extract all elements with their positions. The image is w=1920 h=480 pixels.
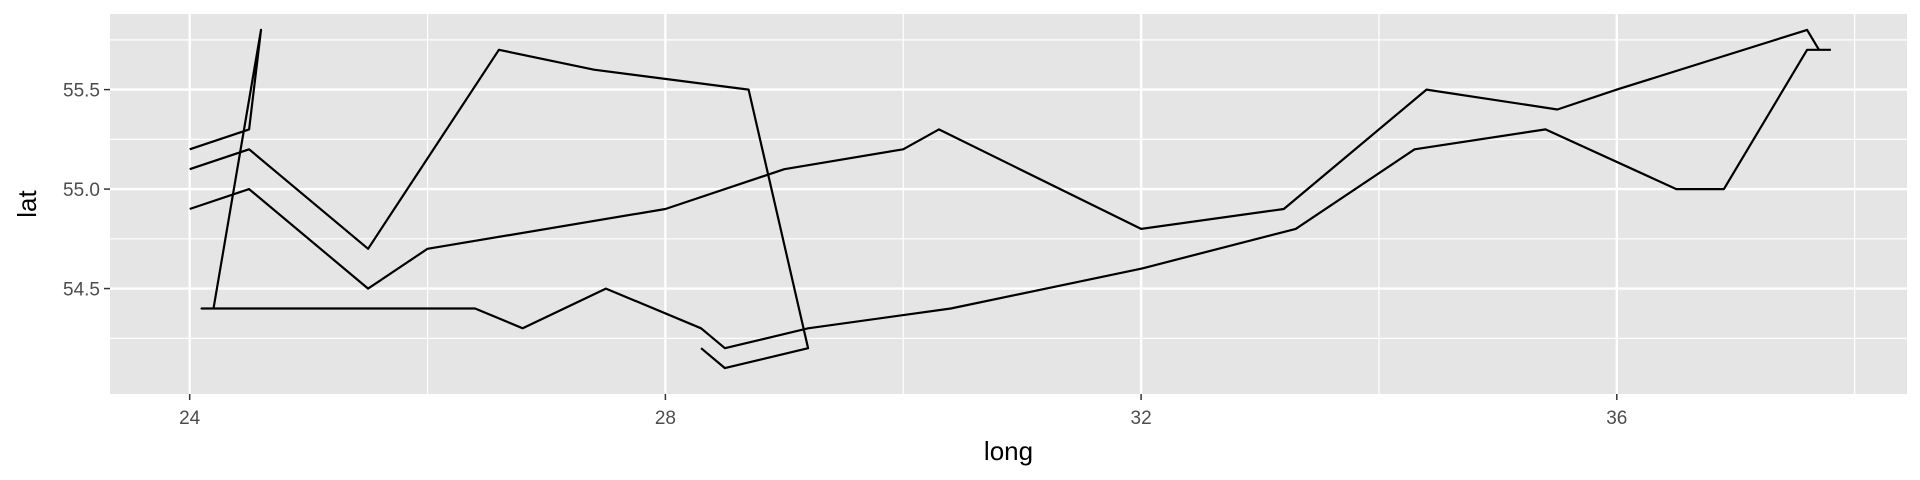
- minor-grid: [110, 14, 1907, 394]
- x-tick-label: 24: [179, 408, 201, 429]
- x-tick-label: 36: [1606, 408, 1627, 429]
- x-tick-label: 28: [655, 408, 676, 429]
- data-lines: [189, 28, 1831, 370]
- x-tick-label: 32: [1131, 408, 1152, 429]
- plot-panel: [110, 14, 1907, 394]
- series-line-1: [189, 28, 1831, 350]
- x-axis-ticks: 24 28 32 36: [179, 394, 1627, 429]
- series-line-2: [189, 48, 810, 370]
- y-tick-label: 54.5: [63, 280, 100, 301]
- y-axis-title: lat: [12, 189, 42, 217]
- series-line-3: [189, 28, 1820, 290]
- major-grid: [110, 14, 1907, 394]
- y-axis-ticks: 54.5 55.0 55.5: [63, 81, 110, 301]
- y-tick-label: 55.5: [63, 81, 100, 102]
- x-axis-title: long: [984, 436, 1033, 466]
- y-tick-label: 55.0: [63, 180, 100, 201]
